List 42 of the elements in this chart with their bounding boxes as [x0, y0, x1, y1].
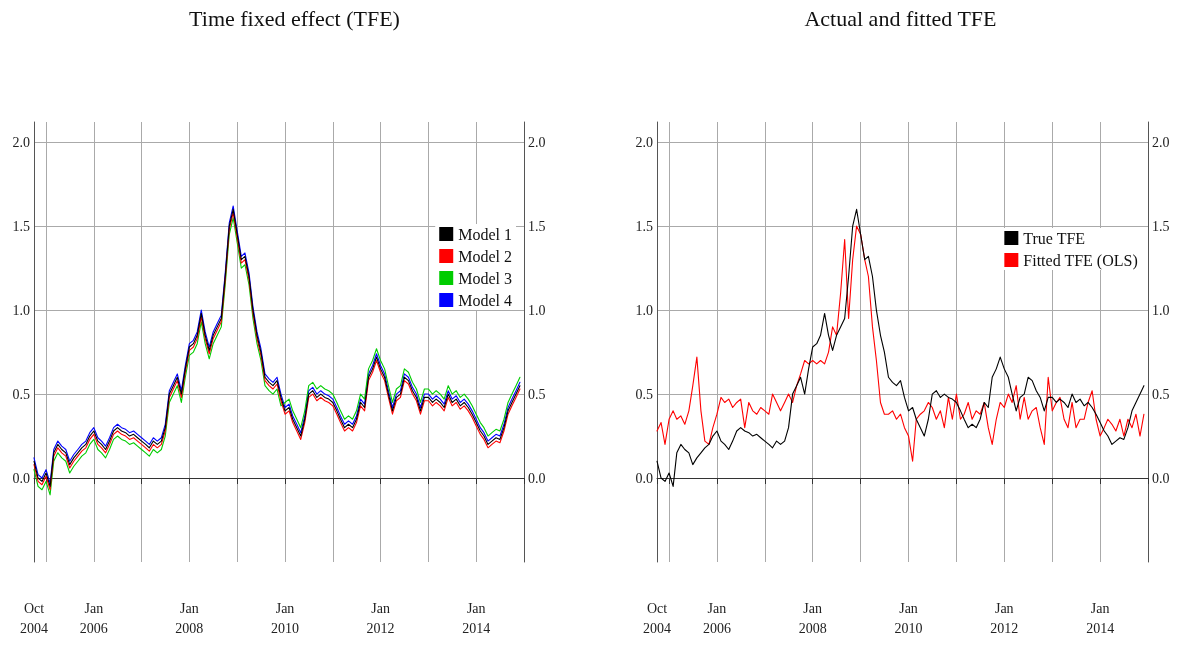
- line-series: [656, 208, 1145, 487]
- x-tick-label: Jan 2008: [798, 600, 827, 636]
- y-tick-label: 2.0: [635, 134, 653, 150]
- y2-tick-label: 1.5: [528, 218, 546, 234]
- legend-label: True TFE: [1023, 229, 1086, 247]
- y-tick-label: 1.5: [635, 218, 653, 234]
- y-tick-label: 0.5: [12, 386, 30, 402]
- x-tick-label: Jan 2012: [990, 600, 1019, 636]
- chart-title: Actual and fitted TFE: [804, 5, 997, 31]
- y2-tick-label: 0.5: [528, 386, 546, 402]
- x-tick-label: Jan 2014: [462, 600, 491, 636]
- y2-tick-label: 1.0: [1152, 302, 1170, 318]
- y2-tick-label: 2.0: [528, 134, 546, 150]
- x-tick-label: Jan 2008: [175, 600, 204, 636]
- x-tick-label: Jan 2006: [702, 600, 731, 636]
- legend-label: Model 1: [458, 225, 513, 243]
- y-tick-label: 1.0: [635, 302, 653, 318]
- y2-tick-label: 2.0: [1152, 134, 1170, 150]
- y2-tick-label: 1.5: [1152, 218, 1170, 234]
- y-tick-label: 1.0: [12, 302, 30, 318]
- x-tick-label: Jan 2006: [79, 600, 108, 636]
- y2-tick-label: 0.0: [1152, 470, 1170, 486]
- y2-tick-label: 1.0: [528, 302, 546, 318]
- y2-tick-label: 0.5: [1152, 386, 1170, 402]
- x-tick-label: Jan 2012: [366, 600, 395, 636]
- y-tick-label: 1.5: [12, 218, 30, 234]
- chart-title: Time fixed effect (TFE): [189, 5, 400, 31]
- x-tick-label: Jan 2010: [271, 600, 300, 636]
- y2-tick-label: 0.0: [528, 470, 546, 486]
- x-tick-label: Oct 2004: [20, 600, 48, 636]
- y-tick-label: 0.5: [635, 386, 653, 402]
- x-tick-label: Oct 2004: [643, 600, 671, 636]
- y-tick-label: 0.0: [12, 470, 30, 486]
- legend-label: Model 2: [458, 247, 513, 265]
- y-tick-label: 0.0: [635, 470, 653, 486]
- legend-label: Fitted TFE (OLS): [1023, 251, 1138, 270]
- y-tick-label: 2.0: [12, 134, 30, 150]
- legend-label: Model 3: [458, 269, 513, 287]
- legend-label: Model 4: [458, 291, 513, 309]
- x-tick-label: Jan 2014: [1086, 600, 1115, 636]
- x-tick-label: Jan 2010: [894, 600, 923, 636]
- line-series: [656, 225, 1145, 462]
